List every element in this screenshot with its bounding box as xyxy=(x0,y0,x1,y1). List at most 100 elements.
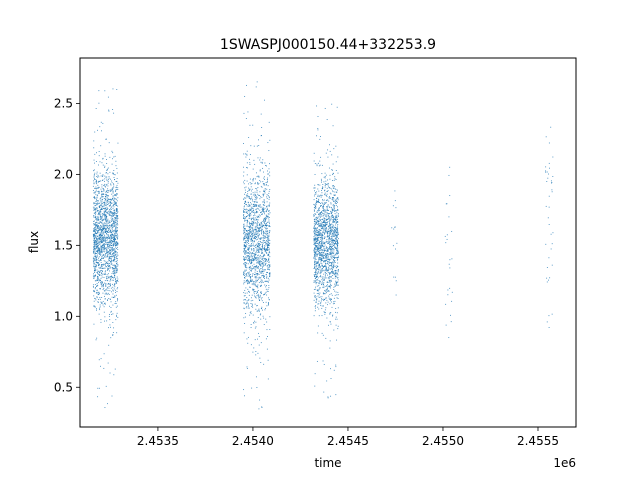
data-point xyxy=(267,235,269,237)
data-point xyxy=(110,261,112,263)
data-point xyxy=(96,242,98,244)
data-point xyxy=(325,254,327,255)
data-point xyxy=(243,245,245,247)
data-point xyxy=(244,228,246,230)
data-point xyxy=(332,272,334,274)
data-point xyxy=(108,202,110,204)
data-point xyxy=(97,229,99,231)
data-point xyxy=(102,214,104,216)
data-point xyxy=(243,271,245,273)
x-tick-label: 2.4550 xyxy=(422,434,464,448)
data-point xyxy=(264,222,265,224)
data-point xyxy=(332,248,333,249)
data-point xyxy=(320,242,322,244)
data-point xyxy=(261,261,263,263)
data-point xyxy=(334,257,336,258)
data-point xyxy=(99,274,101,276)
data-point xyxy=(267,221,269,223)
data-point xyxy=(116,233,118,235)
data-point xyxy=(319,254,321,256)
data-point xyxy=(316,230,318,232)
data-point xyxy=(313,195,315,197)
data-point xyxy=(247,167,248,169)
data-point xyxy=(326,232,328,234)
data-point xyxy=(251,243,252,245)
data-point xyxy=(93,258,95,260)
data-point xyxy=(255,228,257,230)
data-point xyxy=(258,145,260,146)
data-point xyxy=(269,175,271,177)
data-point xyxy=(330,245,332,247)
data-point xyxy=(320,246,322,247)
data-point xyxy=(328,239,330,241)
data-point xyxy=(318,213,320,215)
data-point xyxy=(257,230,259,232)
data-point xyxy=(322,292,324,294)
data-point xyxy=(259,215,261,217)
data-point xyxy=(97,249,99,251)
data-point xyxy=(546,181,548,182)
data-point xyxy=(267,170,268,172)
data-point xyxy=(326,183,328,185)
data-point xyxy=(254,277,256,279)
data-point xyxy=(109,202,111,204)
data-point xyxy=(318,225,320,226)
data-point xyxy=(102,158,104,160)
data-point xyxy=(315,239,317,240)
data-point xyxy=(325,297,326,299)
data-point xyxy=(321,235,323,237)
data-point xyxy=(329,230,331,231)
data-point xyxy=(327,253,328,255)
data-point xyxy=(333,200,334,202)
data-point xyxy=(249,158,250,160)
data-point xyxy=(268,279,270,281)
data-point xyxy=(315,246,317,248)
data-point xyxy=(327,221,329,223)
data-point xyxy=(112,334,114,336)
data-point xyxy=(313,231,315,233)
data-point xyxy=(327,182,329,184)
data-point xyxy=(243,231,245,233)
data-point xyxy=(251,303,253,305)
data-point xyxy=(100,175,102,177)
data-point xyxy=(96,191,98,193)
data-point xyxy=(332,191,334,193)
data-point xyxy=(320,303,322,305)
data-point xyxy=(109,266,111,268)
data-point xyxy=(243,216,245,217)
data-point xyxy=(249,163,251,165)
data-point xyxy=(548,206,550,208)
data-point xyxy=(321,249,323,251)
data-point xyxy=(251,256,253,258)
data-point xyxy=(104,239,106,241)
data-point xyxy=(264,189,266,191)
data-point xyxy=(267,239,269,241)
data-point xyxy=(97,200,98,202)
data-point xyxy=(319,281,320,283)
data-point xyxy=(102,244,104,246)
data-point xyxy=(449,259,451,261)
data-point xyxy=(269,202,271,204)
data-point xyxy=(106,189,108,191)
data-point xyxy=(98,273,100,275)
data-point xyxy=(250,203,252,205)
data-point xyxy=(106,320,108,322)
data-point xyxy=(317,250,319,252)
data-point xyxy=(316,238,317,240)
data-point xyxy=(259,157,261,159)
data-point xyxy=(260,238,262,240)
data-point xyxy=(105,224,107,226)
data-point xyxy=(108,260,110,262)
data-point xyxy=(250,234,252,235)
data-point xyxy=(97,271,99,273)
data-point xyxy=(113,297,115,298)
data-point xyxy=(321,202,323,204)
data-point xyxy=(111,188,113,190)
data-point xyxy=(331,252,333,253)
data-point xyxy=(98,176,100,178)
data-point xyxy=(318,294,320,296)
data-point xyxy=(256,202,258,203)
data-point xyxy=(95,266,97,268)
data-point xyxy=(111,275,113,277)
data-point xyxy=(108,257,110,258)
